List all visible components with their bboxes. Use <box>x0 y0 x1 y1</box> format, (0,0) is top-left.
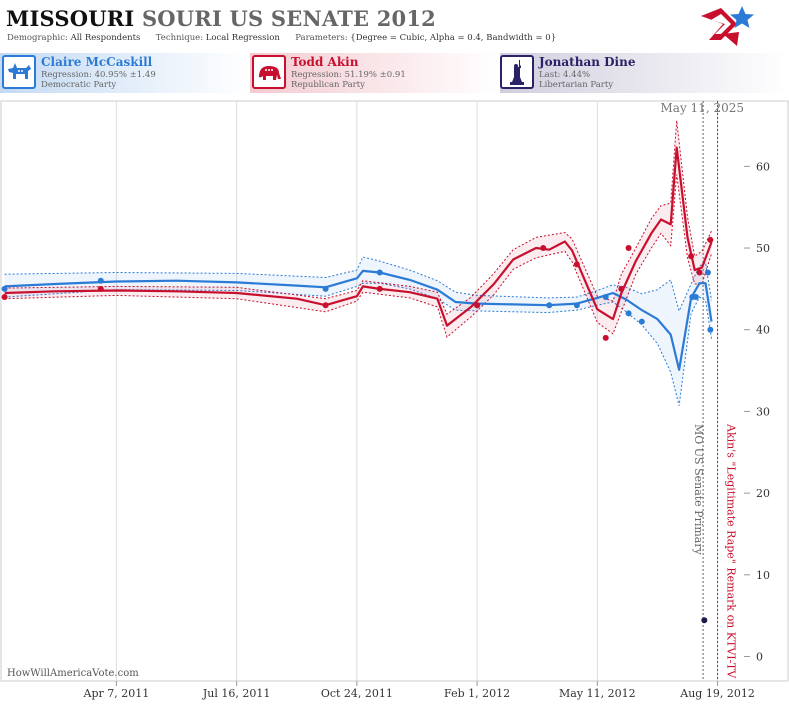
chart-title: MISSOURI SOURI US SENATE 2012 <box>6 6 436 31</box>
watermark: HowWillAmericaVote.com <box>7 668 139 679</box>
band-upper-line <box>4 120 712 315</box>
event-markers: MO US Senate Primary Akin's "Legitimate R… <box>692 101 738 681</box>
candidate-name: Jonathan Dine <box>539 55 636 69</box>
poll-point <box>618 285 625 292</box>
poll-point <box>1 294 8 301</box>
y-tick-label: 10 <box>756 569 770 582</box>
candidate-akin: Todd Akin Regression: 51.19% ±0.91 Repub… <box>252 53 498 93</box>
poll-point <box>322 302 329 309</box>
poll-point <box>704 269 711 276</box>
statue-of-liberty-icon <box>500 55 534 89</box>
poll-point <box>692 294 699 301</box>
plot-frame <box>0 100 789 682</box>
x-tick-label: Oct 24, 2011 <box>321 687 393 700</box>
poll-point <box>97 285 104 292</box>
candidate-regression: Regression: 51.19% ±0.91 <box>291 70 406 80</box>
parameters-value: {Degree = Cubic, Alpha = 0.4, Bandwidth … <box>350 33 557 43</box>
candidate-regression: Regression: 40.95% ±1.49 <box>41 70 156 80</box>
technique-value: Local Regression <box>205 33 280 43</box>
y-tick-label: 0 <box>756 650 763 663</box>
poll-point <box>602 294 609 301</box>
candidate-bar-background <box>0 53 789 93</box>
x-axis-ticks: Apr 7, 2011 Jul 16, 2011 Oct 24, 2011 Feb 1… <box>83 681 755 700</box>
technique-label: Technique: <box>155 33 204 43</box>
y-tick-label: 40 <box>756 324 770 337</box>
y-axis-ticks: 0 10 20 30 40 50 60 <box>744 160 770 663</box>
series-line <box>4 146 713 327</box>
x-tick-label: May 11, 2012 <box>559 687 636 700</box>
candidate-mccaskill: Claire McCaskill Regression: 40.95% ±1.4… <box>2 53 248 93</box>
poll-chart: MO US Senate Primary Akin's "Legitimate R… <box>0 100 789 700</box>
band-lower-line <box>4 174 712 338</box>
poll-point <box>97 277 104 284</box>
parameters-label: Parameters: <box>295 33 348 43</box>
candidate-last: Last: 4.44% <box>539 70 591 80</box>
confidence-band <box>4 257 712 406</box>
candidate-name: Todd Akin <box>291 55 359 69</box>
confidence-bands <box>4 120 712 406</box>
poll-point <box>540 245 547 252</box>
grid <box>115 101 719 681</box>
y-tick-label: 50 <box>756 242 770 255</box>
poll-point <box>707 236 714 243</box>
candidate-party: Libertarian Party <box>539 80 614 90</box>
poll-point <box>638 318 645 325</box>
candidate-party: Democratic Party <box>41 80 117 90</box>
poll-point <box>707 326 714 333</box>
poll-point <box>546 302 553 309</box>
poll-point <box>322 285 329 292</box>
poll-point <box>602 334 609 341</box>
x-tick-label: Jul 16, 2011 <box>202 687 271 700</box>
confidence-band <box>4 120 712 338</box>
poll-point <box>701 617 708 624</box>
chart-header: MISSOURI SOURI US SENATE 2012 Demographi… <box>0 0 789 50</box>
title-state: MISSOURI <box>6 6 135 31</box>
band-lower-line <box>4 282 712 406</box>
y-tick-label: 30 <box>756 405 770 418</box>
event-label: MO US Senate Primary <box>692 424 705 556</box>
x-tick-label: Feb 1, 2012 <box>444 687 510 700</box>
site-logo-icon <box>701 6 754 46</box>
poll-point <box>696 269 703 276</box>
demographic-value: All Respondents <box>70 33 141 43</box>
y-tick-label: 20 <box>756 487 770 500</box>
poll-point <box>688 253 695 260</box>
demographic-label: Demographic: <box>7 33 68 43</box>
candidate-dine: Jonathan Dine Last: 4.44% Libertarian Pa… <box>500 53 780 93</box>
poll-points <box>1 236 714 624</box>
date-label: May 11, 2025 <box>661 101 744 115</box>
poll-point <box>1 285 8 292</box>
parameters-line: Demographic: All Respondents Technique: … <box>7 33 556 43</box>
poll-point <box>625 245 632 252</box>
x-tick-label: Aug 19, 2012 <box>679 687 755 700</box>
elephant-icon <box>252 55 286 89</box>
title-race: SOURI US SENATE 2012 <box>141 6 436 31</box>
x-tick-label: Apr 7, 2011 <box>83 687 150 700</box>
donkey-icon <box>2 55 36 89</box>
poll-point <box>376 285 383 292</box>
poll-point <box>573 302 580 309</box>
event-label: Akin's "Legitimate Rape" Remark on KTVI-… <box>725 423 738 679</box>
poll-point <box>573 261 580 268</box>
candidate-bar: Claire McCaskill Regression: 40.95% ±1.4… <box>0 53 789 95</box>
poll-point <box>376 269 383 276</box>
y-tick-label: 60 <box>756 160 770 173</box>
candidate-party: Republican Party <box>291 80 365 90</box>
poll-point <box>474 302 481 309</box>
candidate-name: Claire McCaskill <box>41 55 153 69</box>
poll-point <box>625 310 632 317</box>
